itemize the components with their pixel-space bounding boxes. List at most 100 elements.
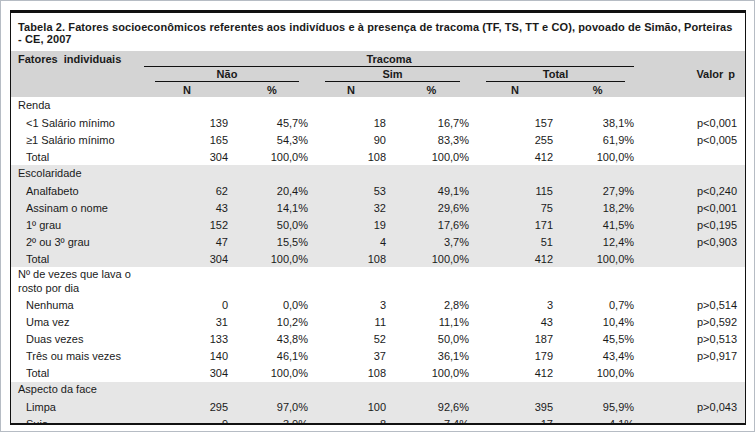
value-cell: 16,7% xyxy=(390,114,473,131)
value-cell: 10,4% xyxy=(557,314,638,331)
row-label: <1 Salário mínimo xyxy=(11,114,142,131)
value-cell: 100,0% xyxy=(557,365,638,382)
value-cell: 100,0% xyxy=(232,250,312,267)
subcol-total-n: N xyxy=(473,82,557,97)
value-cell: 36,1% xyxy=(390,348,473,365)
p-value-cell: p<0,240 xyxy=(638,182,745,199)
value-cell: 49,1% xyxy=(390,182,473,199)
page: Tabela 2. Fatores socioeconômicos refere… xyxy=(0,0,755,432)
value-cell: 133 xyxy=(142,331,232,348)
value-cell: 97,0% xyxy=(232,399,312,416)
table-row: Nenhuma00,0%32,8%30,7%p>0,514 xyxy=(11,297,745,314)
value-cell: 100,0% xyxy=(557,250,638,267)
value-cell: 187 xyxy=(473,331,557,348)
group-label-nao: Não xyxy=(155,68,299,82)
value-cell: 9 xyxy=(142,416,232,426)
value-cell: 100,0% xyxy=(232,365,312,382)
value-cell: 100,0% xyxy=(232,148,312,165)
value-cell: 47 xyxy=(142,233,232,250)
value-cell: 3,0% xyxy=(232,416,312,426)
value-cell: 152 xyxy=(142,216,232,233)
p-value-cell: p<0,005 xyxy=(638,131,745,148)
row-label: Suja xyxy=(11,416,142,426)
value-cell: 179 xyxy=(473,348,557,365)
value-cell: 95,9% xyxy=(557,399,638,416)
value-cell: 100,0% xyxy=(390,148,473,165)
value-cell: 304 xyxy=(142,250,232,267)
value-cell: 8 xyxy=(312,416,390,426)
value-cell: 165 xyxy=(142,131,232,148)
row-label: Três ou mais vezes xyxy=(11,348,142,365)
value-cell: 41,5% xyxy=(557,216,638,233)
value-cell: 4,1% xyxy=(557,416,638,426)
p-value-cell: p<0,001 xyxy=(638,114,745,131)
tracoma-label: Tracoma xyxy=(144,51,634,67)
section-title-line: Renda xyxy=(18,99,745,113)
value-cell: 90 xyxy=(312,131,390,148)
value-cell: 54,3% xyxy=(232,131,312,148)
row-label: Nenhuma xyxy=(11,297,142,314)
value-cell: 395 xyxy=(473,399,557,416)
value-cell: 17,6% xyxy=(390,216,473,233)
section-header-row: Nº de vezes que lava orosto por dia xyxy=(11,267,745,297)
table-row: Analfabeto6220,4%5349,1%11527,9%p<0,240 xyxy=(11,182,745,199)
p-value-cell xyxy=(638,365,745,382)
col-header-fatores-individuais: Fatores individuais xyxy=(11,51,142,97)
row-label: Total xyxy=(11,250,142,267)
table-row: Assinam o nome4314,1%3229,6%7518,2%p<0,0… xyxy=(11,199,745,216)
value-cell: 3 xyxy=(312,297,390,314)
table-row: Total304100,0%108100,0%412100,0% xyxy=(11,148,745,165)
p-value-cell: p>0,043 xyxy=(638,399,745,416)
value-cell: 27,9% xyxy=(557,182,638,199)
value-cell: 0,7% xyxy=(557,297,638,314)
p-value-cell: p>0,592 xyxy=(638,314,745,331)
table-row: Limpa29597,0%10092,6%39595,9%p>0,043 xyxy=(11,399,745,416)
value-cell: 10,2% xyxy=(232,314,312,331)
value-cell: 412 xyxy=(473,250,557,267)
p-value-cell: p>0,514 xyxy=(638,297,745,314)
table-title: Tabela 2. Fatores socioeconômicos refere… xyxy=(11,13,745,51)
subcol-nao-pct: % xyxy=(232,82,312,97)
value-cell: 37 xyxy=(312,348,390,365)
table-row: 2º ou 3º grau4715,5%43,7%5112,4%p<0,903 xyxy=(11,233,745,250)
value-cell: 53 xyxy=(312,182,390,199)
section-title: Nº de vezes que lava orosto por dia xyxy=(11,267,745,297)
p-value-cell: p<0,195 xyxy=(638,216,745,233)
value-cell: 11,1% xyxy=(390,314,473,331)
table-row: Total304100,0%108100,0%412100,0% xyxy=(11,250,745,267)
section-title: Escolaridade xyxy=(11,165,745,182)
col-header-valor-p: Valor p xyxy=(638,51,745,97)
subcol-sim-pct: % xyxy=(390,82,473,97)
table-row: <1 Salário mínimo13945,7%1816,7%15738,1%… xyxy=(11,114,745,131)
row-label: ≥1 Salário mínimo xyxy=(11,131,142,148)
value-cell: 4 xyxy=(312,233,390,250)
value-cell: 38,1% xyxy=(557,114,638,131)
value-cell: 50,0% xyxy=(232,216,312,233)
value-cell: 157 xyxy=(473,114,557,131)
value-cell: 15,5% xyxy=(232,233,312,250)
table-row: Total304100,0%108100,0%412100,0% xyxy=(11,365,745,382)
row-label: Assinam o nome xyxy=(11,199,142,216)
p-value-cell: p<0,903 xyxy=(638,233,745,250)
subcol-nao-n: N xyxy=(142,82,232,97)
value-cell: 3,7% xyxy=(390,233,473,250)
value-cell: 7,4% xyxy=(390,416,473,426)
row-label: Total xyxy=(11,365,142,382)
value-cell: 52 xyxy=(312,331,390,348)
value-cell: 12,4% xyxy=(557,233,638,250)
table-row: Suja93,0%87,4%174,1% xyxy=(11,416,745,426)
value-cell: 140 xyxy=(142,348,232,365)
value-cell: 17 xyxy=(473,416,557,426)
section-title-line: Nº de vezes que lava o xyxy=(18,268,745,282)
table-row: 1º grau15250,0%1917,6%17141,5%p<0,195 xyxy=(11,216,745,233)
value-cell: 171 xyxy=(473,216,557,233)
value-cell: 43 xyxy=(142,199,232,216)
group-label-sim: Sim xyxy=(325,68,460,82)
p-value-cell: p<0,001 xyxy=(638,199,745,216)
p-value-cell xyxy=(638,148,745,165)
value-cell: 18 xyxy=(312,114,390,131)
row-label: Duas vezes xyxy=(11,331,142,348)
col-group-nao: Não xyxy=(142,67,312,82)
row-label: Analfabeto xyxy=(11,182,142,199)
value-cell: 11 xyxy=(312,314,390,331)
